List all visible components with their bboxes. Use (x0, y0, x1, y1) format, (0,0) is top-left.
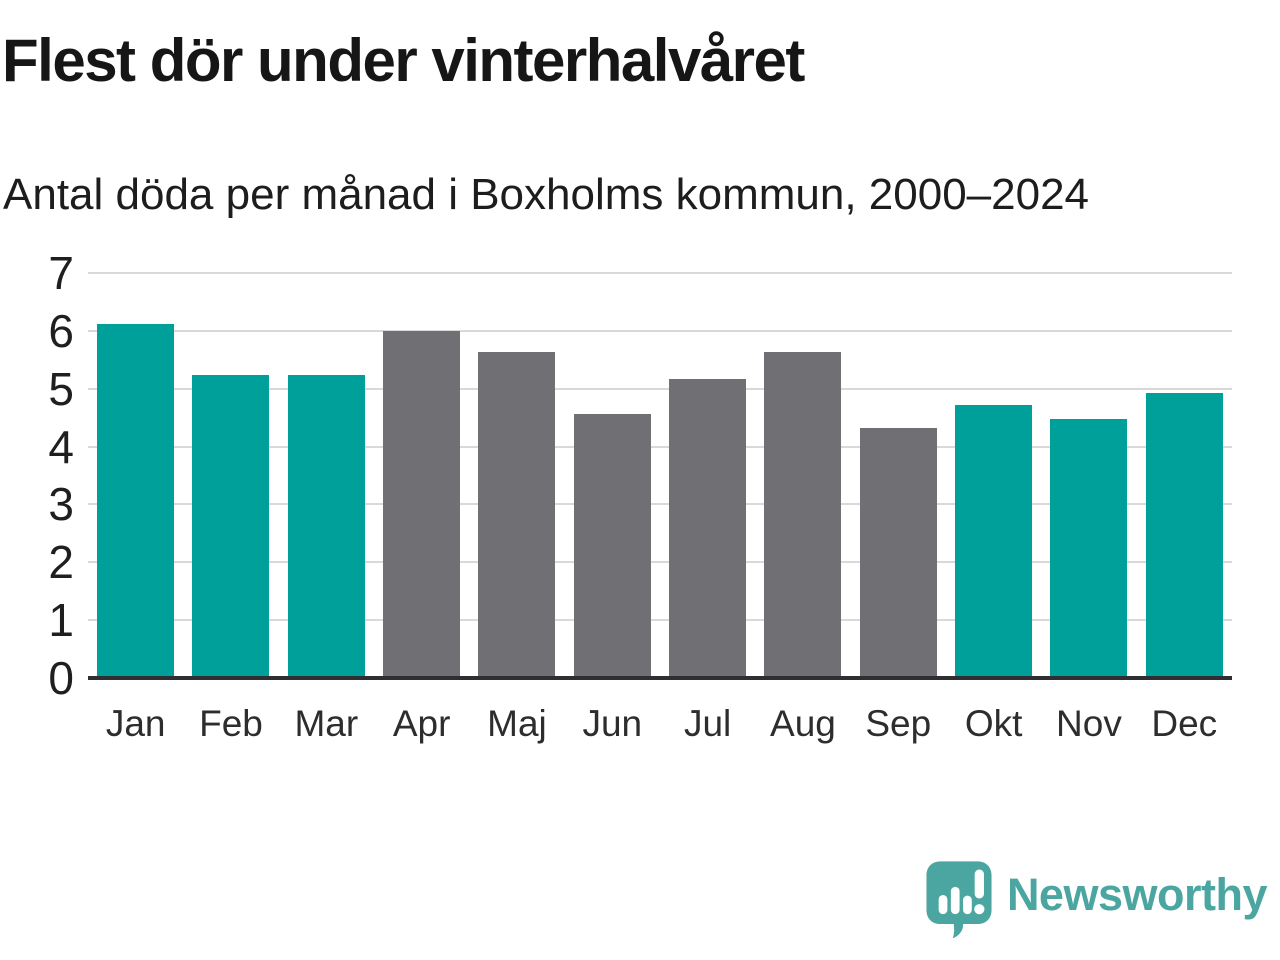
x-axis-tick-jan: Jan (105, 703, 166, 744)
bar-aug (764, 351, 842, 678)
x-axis-tick-dec: Dec (1151, 703, 1218, 744)
x-axis-tick-feb: Feb (199, 703, 263, 744)
bar-feb (192, 374, 270, 678)
y-axis-tick-label: 1 (48, 594, 74, 647)
newsworthy-logo-icon (926, 861, 992, 938)
y-axis-tick-label: 6 (48, 304, 74, 357)
gridline (88, 387, 1232, 390)
bar-slot-aug (755, 273, 850, 678)
y-axis-tick-label: 2 (48, 536, 74, 589)
gridline (88, 329, 1232, 332)
bar-mar (287, 374, 365, 678)
page-title: Flest dör under vinterhalvåret (2, 27, 805, 94)
gridline (88, 619, 1232, 622)
bar-slot-nov (1041, 273, 1136, 678)
bars-row (88, 273, 1232, 678)
x-axis-tick-jun: Jun (582, 703, 643, 744)
bar-maj (478, 351, 556, 678)
gridline (88, 503, 1232, 506)
bar-okt (955, 404, 1033, 678)
bar-jul (669, 379, 747, 678)
bar-jan (97, 323, 175, 678)
bar-slot-jul (660, 273, 755, 678)
bar-slot-jan (88, 273, 183, 678)
bar-chart-plot-area: 0 1 2 3 4 5 6 7 Jan Feb Mar Apr Maj Jun Jul Aug Sep Okt No… (48, 250, 1232, 744)
x-axis-tick-nov: Nov (1056, 703, 1122, 744)
y-axis-tick-label: 7 (48, 247, 74, 299)
chart-subtitle: Antal döda per månad i Boxholms kommun, … (3, 170, 1090, 219)
y-axis-tick-label: 5 (48, 362, 74, 415)
x-axis-labels: Jan Feb Mar Apr Maj Jun Jul Aug Sep Okt Nov Dec (88, 703, 1232, 745)
bar-nov (1050, 418, 1128, 678)
x-axis-tick-mar: Mar (294, 703, 359, 744)
bar-slot-dec (1137, 273, 1232, 678)
bar-jun (573, 414, 651, 678)
bar-slot-apr (374, 273, 469, 678)
x-axis-tick-okt: Okt (964, 703, 1023, 744)
bar-slot-maj (469, 273, 564, 678)
x-axis-tick-aug: Aug (770, 703, 836, 744)
x-axis-tick-maj: Maj (487, 703, 547, 744)
newsworthy-logo: Newsworthy (924, 859, 1268, 938)
bar-apr (383, 330, 461, 678)
gridline (88, 445, 1232, 448)
gridline (88, 561, 1232, 564)
x-axis-tick-apr: Apr (392, 703, 451, 744)
bar-sep (859, 428, 937, 678)
bar-slot-mar (279, 273, 374, 678)
bar-slot-sep (851, 273, 946, 678)
gridline (88, 272, 1232, 274)
bar-slot-feb (183, 273, 278, 678)
bar-slot-okt (946, 273, 1041, 678)
y-axis-tick-label: 0 (48, 652, 74, 704)
x-axis-tick-sep: Sep (865, 703, 932, 744)
bar-slot-jun (565, 273, 660, 678)
newsworthy-wordmark: Newsworthy (1006, 868, 1268, 920)
x-axis-tick-jul: Jul (683, 703, 732, 744)
y-axis-tick-label: 3 (48, 478, 74, 531)
bar-dec (1145, 393, 1223, 678)
x-axis-baseline (88, 676, 1232, 680)
y-axis-tick-label: 4 (48, 420, 74, 473)
